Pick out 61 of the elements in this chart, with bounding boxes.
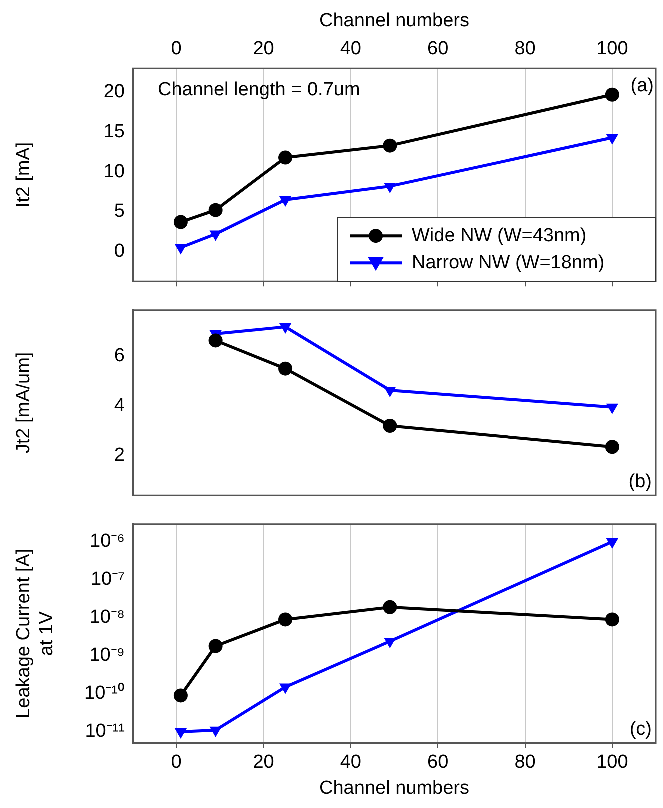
y-tick-label: 6 xyxy=(114,346,125,367)
annotation: (b) xyxy=(628,471,652,492)
x-axis-title: Channel numbers xyxy=(320,778,470,799)
point xyxy=(210,726,222,738)
y-tick-label: 10 xyxy=(104,161,125,182)
x2-tick-label: 20 xyxy=(253,38,274,60)
y-axis-title: It2 [mA] xyxy=(14,142,35,208)
x2-tick-label: 40 xyxy=(340,38,362,60)
x2-tick-label: 100 xyxy=(596,38,628,60)
y-tick-label: 2 xyxy=(114,445,125,466)
point xyxy=(279,324,292,334)
x-tick-label: 60 xyxy=(428,752,449,774)
x2-axis-title: Channel numbers xyxy=(320,10,470,32)
point xyxy=(279,684,292,694)
y-axis-title: Jt2 [mA/um] xyxy=(14,352,35,454)
point xyxy=(383,600,398,614)
y-tick-label: 5 xyxy=(114,201,125,222)
point xyxy=(208,203,223,218)
x-tick-label: 20 xyxy=(253,752,274,774)
x-tick-label: 100 xyxy=(596,752,628,774)
y-tick-label: 10⁻¹⁰ xyxy=(84,682,125,704)
x2-tick-label: 0 xyxy=(171,38,182,60)
point xyxy=(278,612,293,627)
point xyxy=(174,688,188,703)
point xyxy=(605,440,620,454)
legend-label: Wide NW (W=43nm) xyxy=(412,225,587,246)
point xyxy=(605,612,620,627)
x-tick-label: 40 xyxy=(340,752,362,774)
annotation: Channel length = 0.7um xyxy=(158,79,360,100)
point xyxy=(174,728,188,739)
point xyxy=(174,215,188,230)
point xyxy=(384,386,396,398)
y-tick-label: 20 xyxy=(104,82,125,103)
x2-tick-label: 60 xyxy=(428,38,449,60)
y-tick-label: 15 xyxy=(104,122,125,143)
point xyxy=(278,362,293,376)
y-axis-title: Leakage Current [A] at 1V xyxy=(14,548,58,719)
point xyxy=(384,182,396,194)
y-tick-label: 10⁻¹¹ xyxy=(85,721,125,742)
y-tick-label: 10⁻⁷ xyxy=(90,569,126,590)
point xyxy=(278,150,293,165)
point xyxy=(605,88,620,102)
annotation: (a) xyxy=(630,75,654,96)
y-tick-label: 10⁻⁶ xyxy=(90,531,125,552)
legend-label: Narrow NW (W=18nm) xyxy=(412,252,605,274)
annotation: (c) xyxy=(630,719,652,740)
y-tick-label: 10⁻⁸ xyxy=(90,607,125,628)
point xyxy=(383,418,398,433)
point xyxy=(279,196,292,207)
point xyxy=(606,134,618,145)
x2-tick-label: 80 xyxy=(514,38,536,60)
y-tick-label: 4 xyxy=(114,395,126,416)
y-tick-label: 0 xyxy=(114,240,125,262)
point xyxy=(606,404,618,414)
x-tick-label: 80 xyxy=(514,752,536,774)
point xyxy=(210,230,222,242)
y-tick-label: 10⁻⁹ xyxy=(90,645,125,666)
point xyxy=(383,138,398,153)
point xyxy=(174,244,188,255)
x-tick-label: 0 xyxy=(171,752,182,774)
point xyxy=(208,639,223,654)
